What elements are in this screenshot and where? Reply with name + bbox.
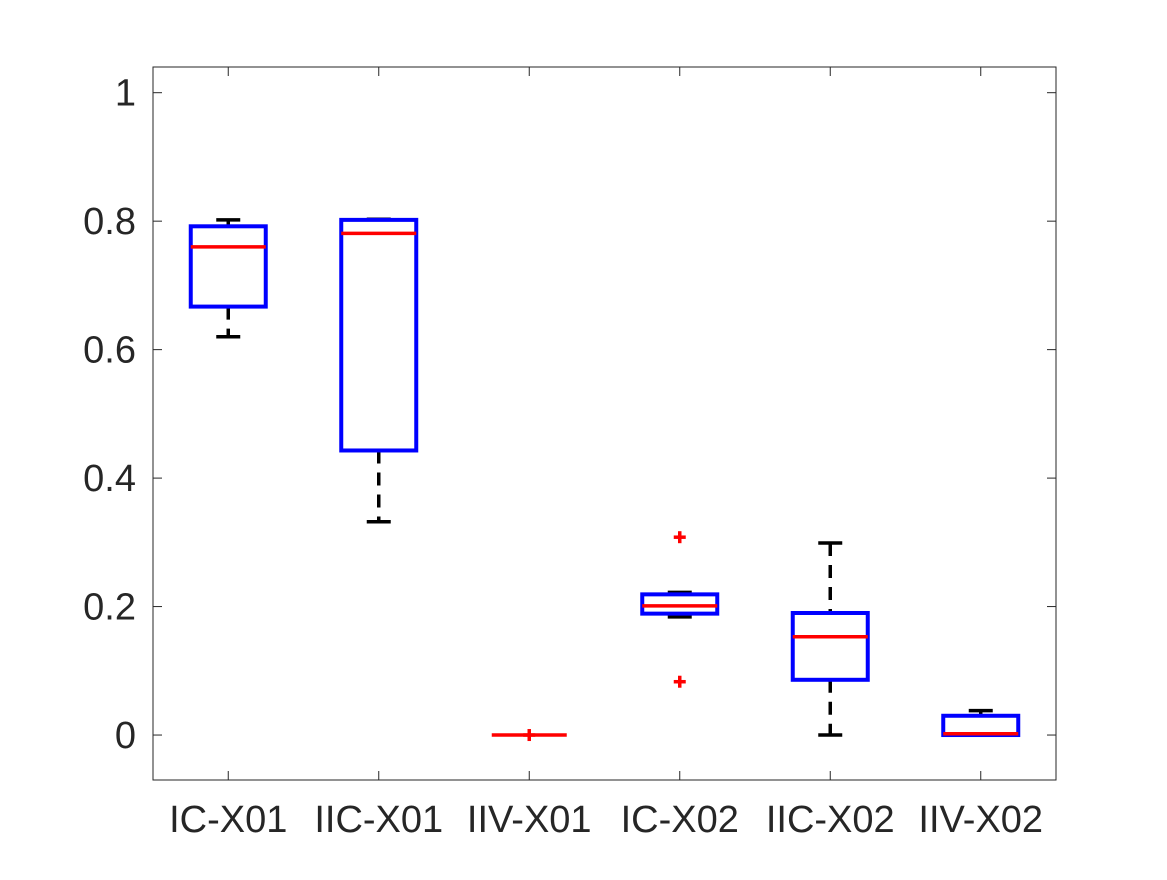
box-ic-x01 bbox=[188, 218, 268, 339]
outlier-point bbox=[673, 531, 686, 544]
x-tick-label: IIC-X01 bbox=[314, 799, 443, 841]
box-body bbox=[640, 592, 720, 616]
outlier-point bbox=[523, 729, 536, 742]
box-series bbox=[188, 217, 1021, 742]
x-tick-label: IC-X01 bbox=[169, 799, 287, 841]
y-tick-label: 0.4 bbox=[83, 458, 136, 500]
box-iic-x01 bbox=[339, 217, 419, 524]
y-tick-label: 0.2 bbox=[83, 587, 136, 629]
box-iiv-x02 bbox=[941, 708, 1021, 738]
x-tick-label: IC-X02 bbox=[621, 799, 739, 841]
box-iic-x02 bbox=[790, 541, 870, 737]
x-tick-label: IIC-X02 bbox=[766, 799, 895, 841]
y-tick-label: 1 bbox=[115, 73, 136, 115]
y-axis: 0 0.2 0.4 0.6 0.8 1 bbox=[83, 73, 1056, 757]
box-body bbox=[188, 224, 268, 309]
outlier-point bbox=[673, 675, 686, 688]
x-tick-label: IIV-X01 bbox=[467, 799, 592, 841]
y-tick-label: 0.8 bbox=[83, 201, 136, 243]
box-body bbox=[790, 610, 870, 682]
box-ic-x02 bbox=[640, 531, 720, 688]
box-body bbox=[339, 217, 419, 453]
plot-area bbox=[152, 66, 1057, 781]
x-axis: IC-X01 IIC-X01 IIV-X01 IC-X02 IIC-X02 IIV-X02 bbox=[169, 67, 1043, 841]
x-tick-label: IIV-X02 bbox=[918, 799, 1043, 841]
y-tick-label: 0.6 bbox=[83, 330, 136, 372]
y-tick-label: 0 bbox=[115, 715, 136, 757]
box-iiv-x01 bbox=[491, 729, 567, 742]
